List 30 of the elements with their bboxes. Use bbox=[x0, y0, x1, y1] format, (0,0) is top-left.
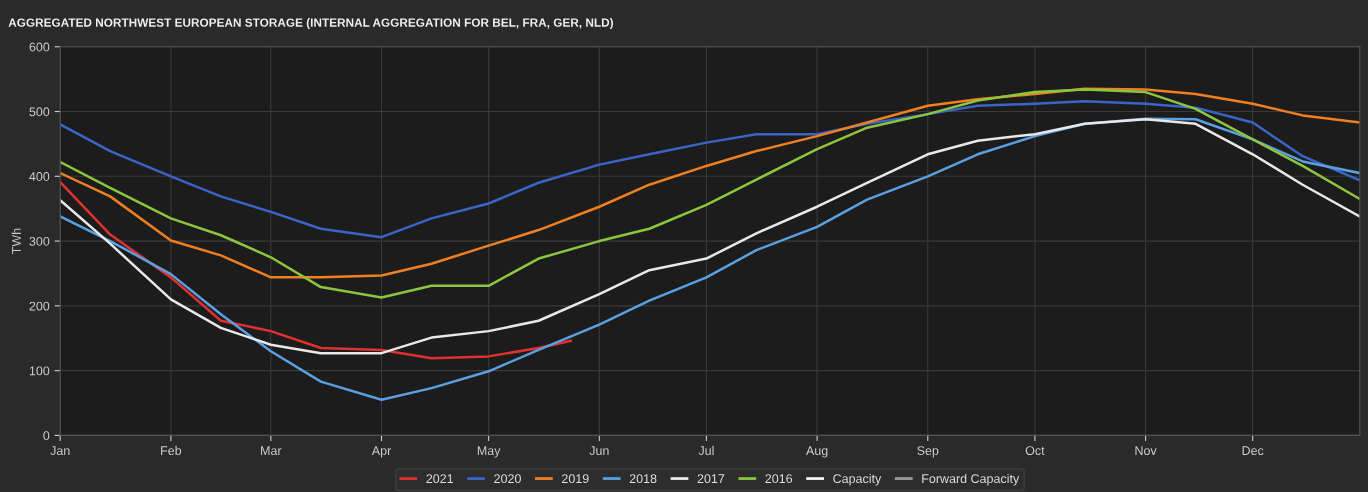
x-tick-label: Nov bbox=[1135, 446, 1157, 456]
legend-label: 2016 bbox=[765, 474, 793, 484]
legend-label: Capacity bbox=[833, 473, 882, 486]
y-tick-label: 600 bbox=[29, 42, 50, 52]
x-tick-label: Dec bbox=[1242, 446, 1264, 456]
x-tick-label: Apr bbox=[371, 446, 392, 458]
y-tick-label: 500 bbox=[29, 107, 50, 117]
y-tick-label: 0 bbox=[43, 431, 50, 441]
y-axis-title: TWh bbox=[11, 228, 21, 254]
legend-label: 2020 bbox=[494, 474, 521, 484]
x-tick-label: Sep bbox=[917, 446, 939, 458]
legend-label: 2018 bbox=[629, 474, 657, 484]
line-series bbox=[60, 180, 572, 360]
legend-label: 2019 bbox=[562, 474, 589, 484]
legend-label: Forward Capacity bbox=[922, 473, 1020, 486]
x-tick-label: Aug bbox=[806, 446, 828, 458]
y-tick-label: 200 bbox=[29, 301, 50, 311]
x-tick-label: Jun bbox=[589, 446, 609, 456]
x-tick-label: Feb bbox=[161, 445, 182, 456]
x-tick-label: Oct bbox=[1025, 446, 1045, 456]
chart-title: AGGREGATED NORTHWEST EUROPEAN STORAGE (INTERNAL AGGREGATION FOR BEL, FRA, GER, NLD) bbox=[8, 18, 614, 30]
x-tick-label: May bbox=[477, 446, 501, 458]
y-tick-label: 300 bbox=[29, 236, 50, 246]
x-tick-label: Jul bbox=[698, 445, 714, 456]
y-tick-label: 400 bbox=[29, 172, 50, 181]
x-tick-label: Jan bbox=[50, 446, 70, 456]
legend-label: 2017 bbox=[697, 474, 725, 484]
y-tick-label: 100 bbox=[29, 366, 50, 376]
x-tick-label: Mar bbox=[261, 446, 282, 456]
legend-label: 2021 bbox=[426, 474, 453, 484]
